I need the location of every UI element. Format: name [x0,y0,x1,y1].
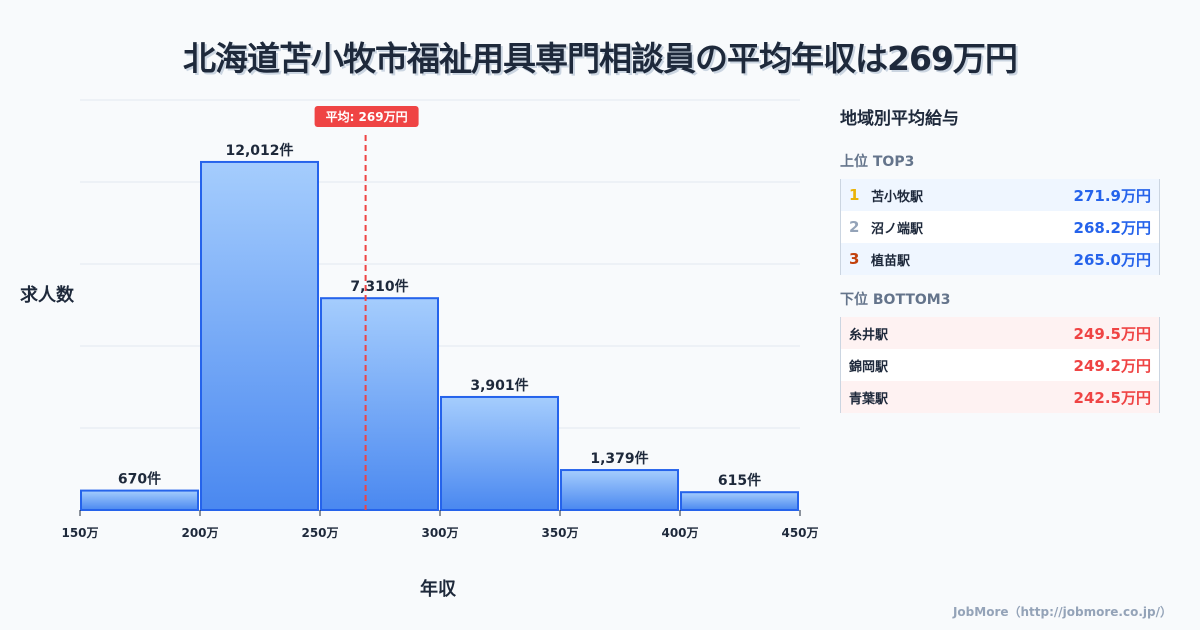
regional-salary-panel: 地域別平均給与 上位 TOP3 1 苫小牧駅 271.9万円 2 沼ノ端駅 268.2万… [840,100,1160,427]
station-name: 錦岡駅 [849,359,889,375]
bar-value-label: 615件 [718,472,761,489]
histogram-bar [320,297,439,512]
x-axis-label: 年収 [420,579,456,600]
station-name: 苫小牧駅 [871,189,924,205]
bar-value-label: 7,310件 [350,278,408,295]
salary-value: 271.9万円 [1073,186,1151,205]
x-tick-label: 300万 [421,526,458,540]
histogram-chart: 670件 12,012件 7,310件 3,901件 1,379件 615件 150万 200… [61,99,819,540]
panel-title: 地域別平均給与 [840,109,959,129]
rank: 1 [849,186,860,204]
x-tick-label: 450万 [781,526,818,540]
salary-value: 249.2万円 [1073,356,1151,375]
bottom3-heading: 下位 BOTTOM3 [840,292,951,308]
salary-value: 249.5万円 [1073,324,1151,343]
bar-value-label: 3,901件 [470,377,528,394]
x-tick-label: 350万 [541,526,578,540]
top3-table: 1 苫小牧駅 271.9万円 2 沼ノ端駅 268.2万円 3 植苗駅 265.0万円 [840,179,1160,275]
station-name: 青葉駅 [849,391,889,407]
table-row: 糸井駅 249.5万円 [841,317,1159,349]
station-name: 植苗駅 [871,253,911,269]
bottom3-table: 糸井駅 249.5万円 錦岡駅 249.2万円 青葉駅 242.5万円 [840,317,1160,413]
bar-value-label: 670件 [118,471,161,488]
histogram-bar [440,395,559,512]
station-name: 沼ノ端駅 [871,221,924,237]
table-row: 2 沼ノ端駅 268.2万円 [841,211,1159,243]
x-tick-label: 200万 [181,526,218,540]
salary-value: 265.0万円 [1073,250,1151,269]
histogram-bar [680,491,799,511]
x-tick-label: 250万 [301,526,338,540]
page-title: 北海道苫小牧市福祉用具専門相談員の平均年収は269万円 [183,39,1018,78]
rank: 2 [849,218,860,236]
salary-value: 268.2万円 [1073,218,1151,237]
table-row: 錦岡駅 249.2万円 [841,349,1159,381]
footer-credit: JobMore（http://jobmore.co.jp/） [952,605,1172,619]
mean-badge [314,106,419,127]
mean-label: 平均: 269万円 [326,109,408,124]
salary-value: 242.5万円 [1073,388,1151,407]
histogram-bar [200,160,319,511]
y-axis-label: 求人数 [20,285,74,306]
bar-value-label: 12,012件 [225,142,293,159]
x-tick-label: 150万 [61,526,98,540]
bar-value-label: 1,379件 [590,450,648,467]
histogram-bar [80,489,199,512]
histogram-bar [560,469,679,512]
x-tick-label: 400万 [661,526,698,540]
station-name: 糸井駅 [849,327,889,343]
table-row: 青葉駅 242.5万円 [841,381,1159,413]
table-row: 3 植苗駅 265.0万円 [841,243,1159,275]
rank: 3 [849,250,860,268]
table-row: 1 苫小牧駅 271.9万円 [841,179,1159,211]
top3-heading: 上位 TOP3 [840,154,915,170]
